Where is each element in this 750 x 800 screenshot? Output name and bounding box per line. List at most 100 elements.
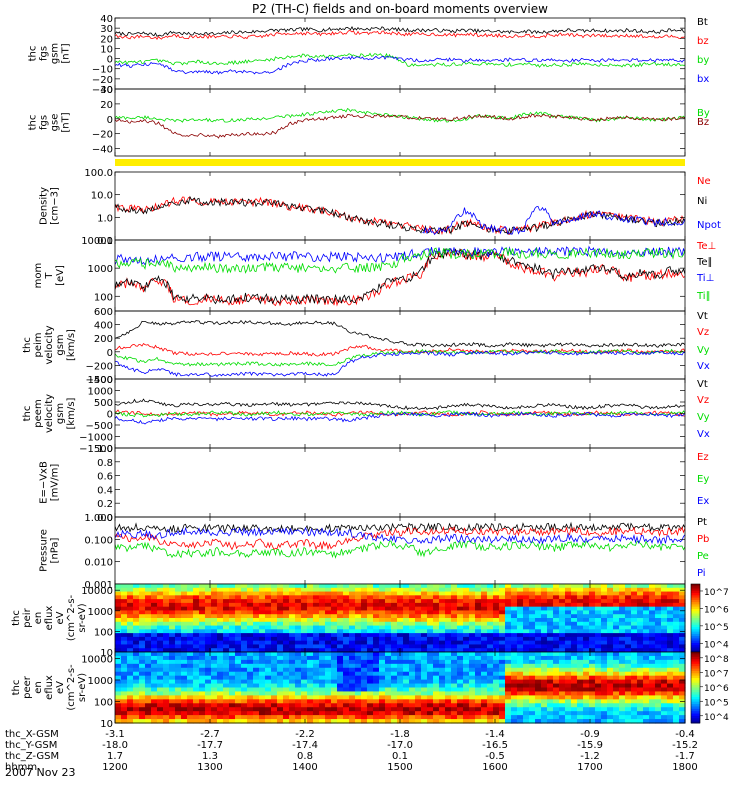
legend-entry: Vt	[697, 379, 708, 390]
y-axis-label-line: thc	[11, 680, 22, 696]
legend-entry: Ni	[697, 196, 707, 207]
series-fgs-gsm-2	[115, 52, 685, 68]
y-tick-label: 600	[94, 307, 113, 318]
y-axis-label-line: T	[44, 272, 55, 280]
x-tick-label: 1400	[292, 762, 317, 773]
peer-spectrogram-cells	[115, 652, 686, 724]
peir-spectrogram-cells	[115, 584, 686, 653]
y-tick-label: −400	[86, 375, 113, 386]
y-axis-label: thc peer en eflux eV (cm^2-s-sr-eV)	[11, 664, 88, 711]
y-tick-label: 10	[100, 648, 113, 659]
panel-efield: Ez Ey Ex 1.0 0.8 0.6 0.4 0.2 0.0 E=−VxB [mV/m]	[39, 444, 710, 524]
panel-density: Ne Ni Npot 100.0 10.0 1.0 0.1 Density [cm−3]	[39, 168, 721, 247]
colorbar-tick-label: 10^7	[704, 669, 729, 679]
legend-entry: Ey	[697, 474, 709, 485]
y-axis-label-line: thc	[28, 115, 39, 131]
panel-frame	[114, 17, 686, 90]
date-label: 2007 Nov 23	[5, 766, 75, 779]
y-axis-label-line: gsm	[50, 43, 61, 64]
y-tick-label: 100	[94, 697, 113, 708]
y-tick-label: −20	[92, 130, 113, 141]
x-row-label: hhmm	[5, 762, 37, 773]
series-pressure-0	[115, 521, 685, 534]
series-fgs-gsm-1	[115, 30, 685, 40]
x-tick-label: -0.4	[675, 729, 695, 740]
y-axis-label: thc peem velocity gsm [km/s]	[22, 394, 77, 433]
legend-entry: Ez	[697, 452, 709, 463]
x-tick-label: -0.9	[580, 729, 600, 740]
y-axis-label-line: [eV]	[55, 265, 66, 286]
legend-entry: Pe	[697, 551, 709, 562]
y-axis-label-line: fgs	[39, 46, 50, 61]
y-tick-label: 1.000	[84, 513, 113, 524]
y-axis-label-line: eflux	[44, 675, 55, 700]
legend-entry: Vx	[697, 429, 710, 440]
panel-frame	[114, 516, 686, 585]
y-tick-label: 0	[107, 410, 113, 421]
y-tick-label: 0.010	[84, 558, 113, 569]
y-axis-label-line: gse	[50, 114, 61, 132]
x-tick-label: -15.9	[577, 740, 603, 751]
legend-entry: Vx	[697, 361, 710, 372]
y-tick-label: −1000	[79, 433, 113, 444]
series-temperature-2	[115, 245, 685, 266]
y-tick-label: −20	[92, 75, 113, 86]
x-tick-label: 1600	[482, 762, 507, 773]
y-axis-label: Pressure [nPa]	[39, 529, 61, 572]
y-axis-label-line: peim	[33, 332, 44, 357]
peer-spectrogram-colorbar: 10^8 10^7 10^6 10^5 10^4	[690, 651, 729, 724]
y-axis-label-line: thc	[22, 406, 33, 422]
series-fgs-gse-0	[115, 108, 685, 123]
x-tick-label: -1.7	[675, 751, 695, 762]
y-axis-label-line: peir	[22, 607, 33, 627]
y-axis-label: mom T [eV]	[33, 263, 66, 289]
x-row-label: thc_Y-GSM	[5, 740, 57, 751]
legend-entry: Pt	[697, 517, 707, 528]
y-tick-label: 500	[94, 398, 113, 409]
y-tick-label: 0.001	[84, 580, 113, 591]
panel-frame	[114, 447, 686, 518]
panel-frame	[114, 171, 686, 241]
y-axis-label-line: [nPa]	[50, 537, 61, 563]
y-axis-label-line: (cm^2-s-	[66, 664, 77, 711]
x-tick-label: -3.1	[105, 729, 125, 740]
y-tick-label: −40	[92, 145, 113, 156]
y-tick-label: 0.8	[97, 458, 113, 469]
series-peem-velocity-0	[115, 398, 685, 411]
y-tick-label: 0.6	[97, 472, 113, 483]
x-tick-label: 1700	[577, 762, 602, 773]
y-axis-label-line: [nT]	[61, 43, 72, 63]
y-axis-label-line: thc	[28, 46, 39, 62]
x-tick-label: 0.1	[392, 751, 408, 762]
y-tick-label: 1000	[88, 387, 113, 398]
y-tick-label: 0.2	[97, 499, 113, 510]
x-tick-label: -18.0	[102, 740, 128, 751]
y-tick-label: 400	[94, 321, 113, 332]
legend-entry: bx	[697, 74, 709, 85]
x-tick-label: 1200	[102, 762, 127, 773]
legend-entry: Bt	[697, 17, 708, 28]
y-tick-label: 0.100	[84, 535, 113, 546]
y-tick-label: 1.0	[97, 213, 113, 224]
y-tick-label: 10000	[81, 236, 113, 247]
y-axis-label-line: peem	[33, 399, 44, 427]
x-tick-label: -17.0	[387, 740, 413, 751]
x-tick-label: -17.4	[292, 740, 318, 751]
y-axis-label-line: thc	[11, 610, 22, 626]
y-tick-label: 1000	[88, 264, 113, 275]
legend-entry: bz	[697, 36, 709, 47]
y-axis-label-line: fgs	[39, 115, 50, 130]
y-tick-label: 0	[107, 55, 113, 66]
series-density-0	[115, 196, 685, 236]
legend-entry: Ex	[697, 496, 709, 507]
series-density-1	[115, 195, 685, 236]
x-row-label: thc_X-GSM	[5, 729, 59, 740]
panel-pressure: Pt Pb Pe Pi 1.000 0.100 0.010 0.001 Pressure [nPa…	[39, 513, 710, 591]
series-fgs-gse-1	[115, 113, 685, 139]
series-density-2	[422, 205, 685, 236]
y-axis-label-line: E=−VxB	[39, 461, 50, 504]
y-tick-label: 10000	[81, 654, 113, 665]
legend-entry: Vy	[697, 345, 710, 356]
y-axis-label-line: [mV/m]	[50, 464, 61, 502]
